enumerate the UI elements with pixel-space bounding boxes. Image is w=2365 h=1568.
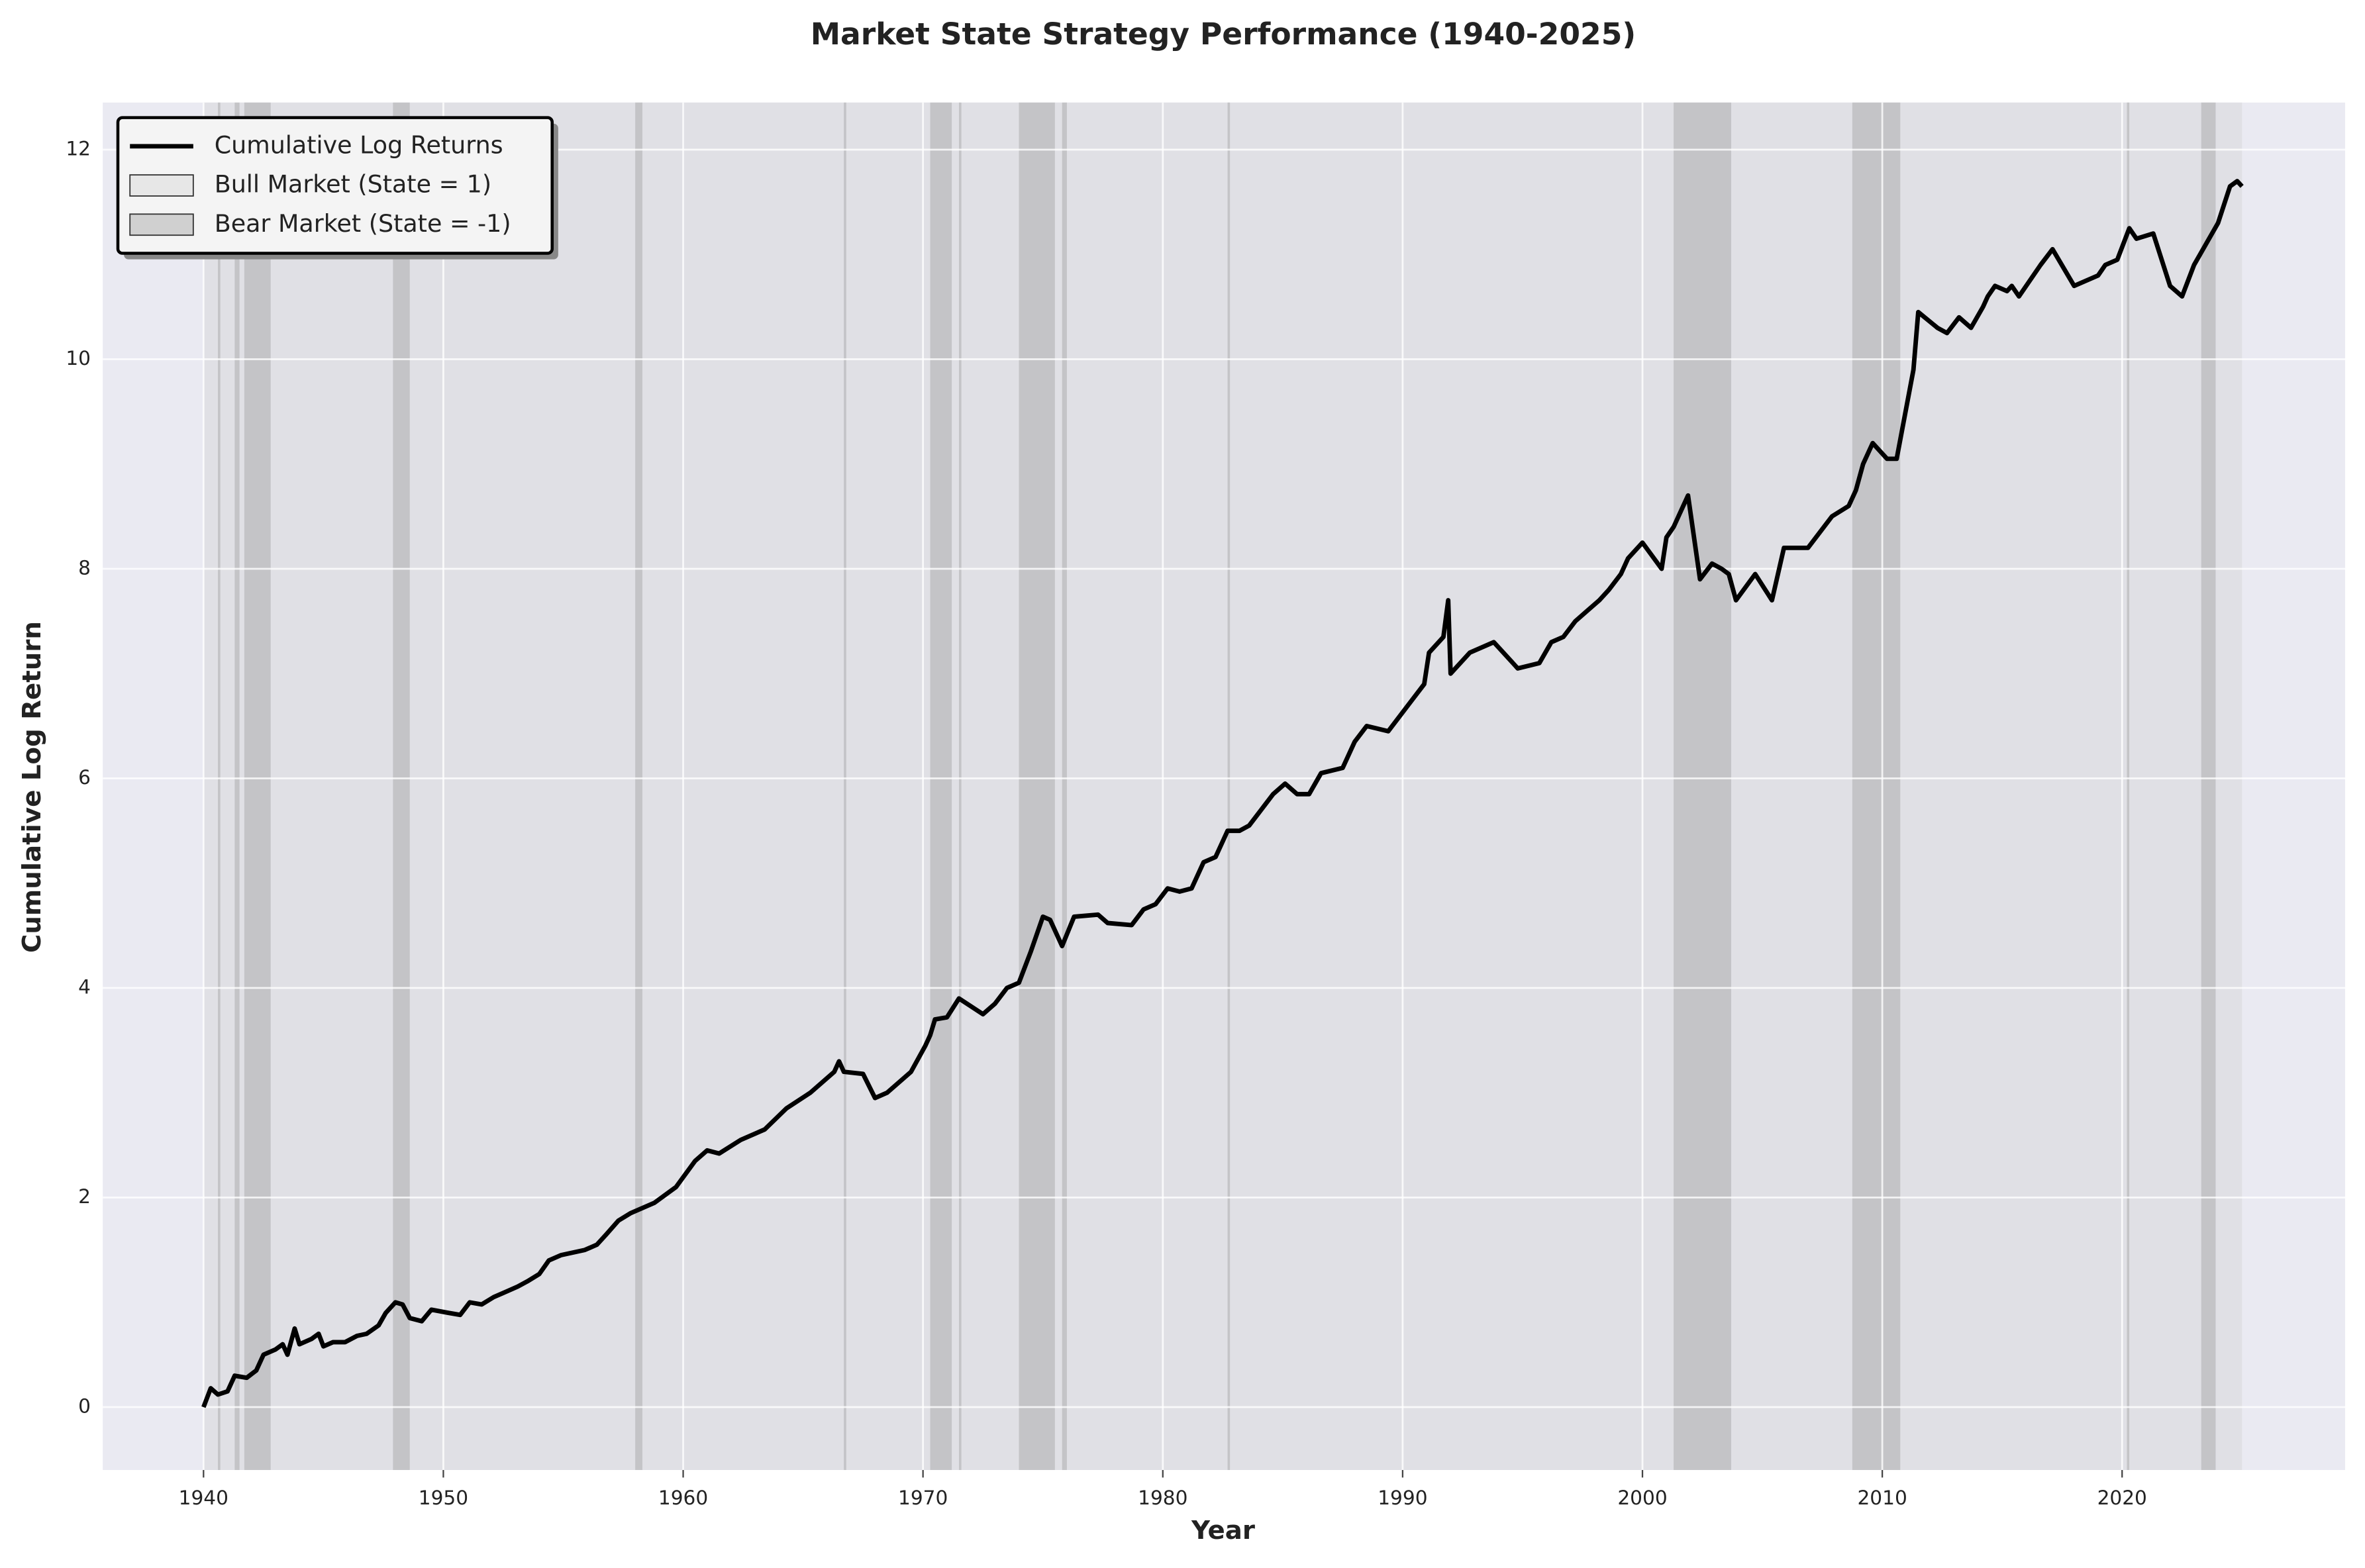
legend-patch	[129, 174, 194, 197]
bear-region	[2127, 102, 2130, 1470]
legend-patch	[129, 213, 194, 236]
legend-box	[116, 116, 554, 255]
bear-region	[393, 102, 410, 1470]
bear-region	[958, 102, 962, 1470]
x-axis-label: Year	[1191, 1516, 1255, 1545]
x-tick-label: 1980	[1138, 1487, 1187, 1509]
legend-label: Bear Market (State = -1)	[215, 209, 511, 238]
y-axis-label: Cumulative Log Return	[17, 621, 47, 953]
x-tick-label: 1950	[419, 1487, 468, 1509]
bear-region	[244, 102, 271, 1470]
bear-region	[635, 102, 642, 1470]
legend-label: Cumulative Log Returns	[215, 130, 503, 159]
bear-region	[218, 102, 221, 1470]
y-tick-label: 10	[66, 347, 91, 369]
y-tick-label: 2	[78, 1185, 91, 1208]
y-tick-label: 4	[78, 976, 91, 999]
line	[201, 179, 2244, 1408]
bear-region	[1674, 102, 1731, 1470]
bear-region	[1062, 102, 1067, 1470]
x-tick-label: 2020	[2097, 1487, 2147, 1509]
bear-region	[1019, 102, 1055, 1470]
x-tick-label: 1970	[898, 1487, 948, 1509]
bull-region	[203, 102, 2242, 1470]
y-tick-label: 6	[78, 766, 91, 789]
y-tick-label: 0	[78, 1395, 91, 1418]
plot-area	[103, 102, 2346, 1470]
y-tick-label: 12	[66, 138, 91, 160]
chart-title: Market State Strategy Performance (1940-…	[811, 17, 1636, 52]
bear-region	[1227, 102, 1231, 1470]
bear-region	[1852, 102, 1901, 1470]
legend-label: Bull Market (State = 1)	[215, 170, 491, 199]
bear-region	[930, 102, 952, 1470]
x-tick-label: 1940	[179, 1487, 228, 1509]
x-tick-label: 1990	[1378, 1487, 1427, 1509]
x-tick-label: 1960	[658, 1487, 708, 1509]
bear-region	[234, 102, 240, 1470]
x-tick-label: 2010	[1857, 1487, 1907, 1509]
x-tick-label: 2000	[1617, 1487, 1667, 1509]
bear-region	[2201, 102, 2216, 1470]
y-tick-label: 8	[78, 557, 91, 579]
bear-region	[844, 102, 846, 1470]
